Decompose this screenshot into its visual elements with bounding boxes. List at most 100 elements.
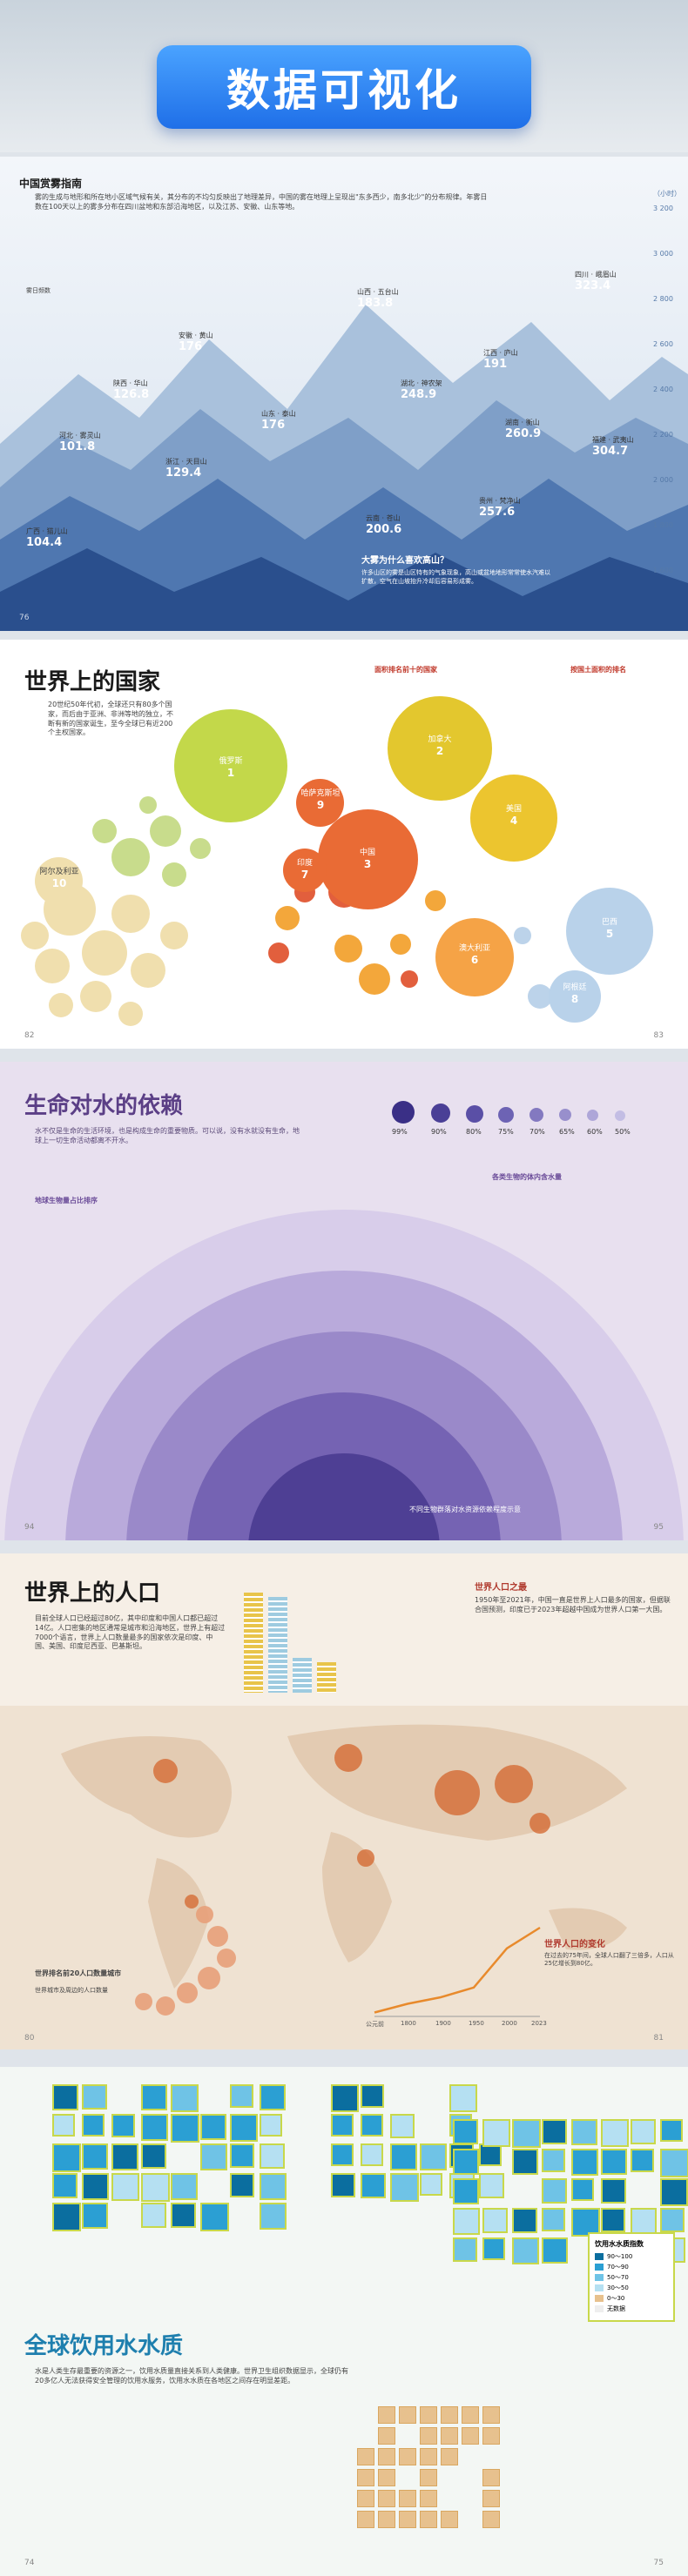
legend-row: 90～100 bbox=[595, 2252, 668, 2261]
year-tick: 1900 bbox=[435, 2020, 451, 2027]
drinking-intro: 水是人类生存最重要的资源之一，饮用水质量直接关系到人类健康。世界卫生组织数据显示… bbox=[35, 2367, 348, 2385]
tile-map bbox=[0, 2067, 688, 2576]
country-tile bbox=[601, 2208, 625, 2232]
country-tile bbox=[420, 2511, 437, 2528]
bubble-label: 阿尔及利亚 10 bbox=[39, 868, 79, 889]
country-tile bbox=[542, 2178, 567, 2204]
country-tile bbox=[479, 2143, 502, 2166]
peak-label: 贵州 · 梵净山 257.6 bbox=[479, 497, 521, 519]
fog-axis: （小时） 3 200 3 000 2 800 2 600 2 400 2 200… bbox=[653, 190, 686, 579]
country-tile bbox=[399, 2448, 416, 2465]
bubble-china bbox=[318, 809, 418, 909]
page-number: 80 bbox=[24, 2034, 35, 2043]
bubble-label: 澳大利亚 6 bbox=[458, 944, 490, 966]
growth-title: 世界人口的变化 bbox=[544, 1940, 605, 1949]
country-tile bbox=[482, 2208, 508, 2233]
growth-box: 世界人口的变化 在过去的75年间，全球人口翻了三倍多，人口从25亿增长到80亿。 bbox=[544, 1936, 675, 1969]
country-tile bbox=[171, 2173, 198, 2200]
country-tile bbox=[82, 2203, 108, 2229]
country-tile bbox=[390, 2143, 417, 2170]
country-tile bbox=[171, 2114, 199, 2143]
bubble-label: 哈萨克斯坦 9 bbox=[300, 789, 341, 811]
country-tile bbox=[601, 2178, 626, 2204]
growth-text: 在过去的75年间，全球人口翻了三倍多，人口从25亿增长到80亿。 bbox=[544, 1952, 674, 1968]
fog-question-box: 大雾为什么喜欢高山？ 许多山区的雾是山区特有的气象现象，高山或盆地地形常常使水汽… bbox=[361, 553, 553, 587]
year-tick: 1800 bbox=[401, 2020, 416, 2027]
country-tile bbox=[378, 2511, 395, 2528]
country-tile bbox=[230, 2114, 258, 2142]
country-tile bbox=[357, 2448, 374, 2465]
country-tile bbox=[462, 2427, 479, 2445]
country-tile bbox=[260, 2084, 286, 2110]
axis-unit: （小时） bbox=[653, 190, 681, 198]
country-tile bbox=[453, 2149, 479, 2175]
country-tile bbox=[420, 2448, 437, 2465]
country-tile bbox=[331, 2173, 355, 2197]
country-tile bbox=[378, 2469, 395, 2486]
bubble-brazil bbox=[566, 888, 653, 975]
country-tile bbox=[141, 2173, 170, 2202]
water-legend-2: 地球生物量占比排序 bbox=[35, 1197, 98, 1204]
bubble-label: 中国 3 bbox=[359, 849, 375, 870]
country-tile bbox=[357, 2469, 374, 2486]
year-tick: 2000 bbox=[502, 2020, 517, 2027]
drinking-title: 全球饮用水水质 bbox=[24, 2333, 184, 2359]
bubble-australia bbox=[435, 918, 514, 996]
peak-label: 陕西 · 华山 126.8 bbox=[113, 379, 150, 401]
country-tile bbox=[200, 2203, 229, 2231]
country-tile bbox=[512, 2208, 537, 2233]
country-tile bbox=[420, 2143, 447, 2170]
country-tile bbox=[462, 2406, 479, 2424]
country-tile bbox=[482, 2511, 500, 2528]
year-tick: 2023 bbox=[531, 2020, 547, 2027]
country-tile bbox=[260, 2143, 285, 2169]
country-tile bbox=[399, 2490, 416, 2507]
country-tile bbox=[361, 2084, 384, 2108]
population-title: 世界上的人口 bbox=[24, 1580, 161, 1607]
country-tile bbox=[601, 2149, 627, 2175]
population-box-text: 1950年至2021年，中国一直是世界上人口最多的国家，但据联合国预测，印度已于… bbox=[475, 1596, 671, 1613]
country-tile bbox=[453, 2178, 479, 2204]
bubble-label: 阿根廷 8 bbox=[563, 983, 587, 1005]
fog-title: 中国赏雾指南 bbox=[19, 178, 83, 190]
peak-label: 湖北 · 神农架 248.9 bbox=[401, 379, 442, 401]
fog-question: 大雾为什么喜欢高山？ bbox=[361, 556, 449, 566]
country-tile bbox=[171, 2084, 199, 2112]
country-tile bbox=[378, 2406, 395, 2424]
population-map bbox=[0, 1706, 688, 2049]
axis-tick: 2 400 bbox=[653, 386, 673, 393]
country-tile bbox=[420, 2427, 437, 2445]
country-tile bbox=[542, 2149, 565, 2172]
bubble-russia bbox=[174, 709, 287, 822]
axis-tick: 2 800 bbox=[653, 295, 673, 303]
country-tile bbox=[361, 2173, 386, 2198]
country-tile bbox=[260, 2114, 282, 2137]
city-label: 世界排名前20人口数量城市 bbox=[35, 1969, 122, 1977]
legend-row: 70～90 bbox=[595, 2263, 668, 2271]
bubble-kazakhstan bbox=[296, 779, 344, 827]
country-tile bbox=[111, 2143, 138, 2170]
country-tile bbox=[482, 2237, 505, 2260]
page-number: 82 bbox=[24, 1031, 35, 1040]
country-tile bbox=[479, 2173, 504, 2198]
bubble-algeria bbox=[35, 857, 83, 905]
country-tile bbox=[52, 2143, 81, 2172]
country-tile bbox=[111, 2173, 139, 2201]
countries-section: 世界上的国家 20世纪50年代初，全球还只有80多个国家，而后由于亚洲、非洲等地… bbox=[0, 640, 688, 1049]
country-tile bbox=[441, 2427, 458, 2445]
country-tile bbox=[571, 2119, 597, 2145]
country-tile bbox=[331, 2143, 354, 2166]
water-title: 生命对水的依赖 bbox=[24, 1093, 184, 1119]
peak-label: 安徽 · 黄山 176 bbox=[179, 332, 213, 353]
country-tile bbox=[631, 2208, 657, 2234]
page-number: 76 bbox=[19, 614, 30, 622]
country-tile bbox=[390, 2173, 419, 2202]
country-tile bbox=[141, 2203, 166, 2228]
country-tile bbox=[171, 2203, 196, 2228]
country-tile bbox=[361, 2114, 383, 2137]
country-tile bbox=[571, 2178, 594, 2201]
map-legend: 世界城市及周边的人口数量 bbox=[35, 1987, 108, 1994]
peak-label: 四川 · 峨眉山 323.4 bbox=[575, 271, 617, 292]
country-tile bbox=[82, 2114, 105, 2137]
legend-pop: 按国土面积的排名 bbox=[570, 666, 626, 674]
